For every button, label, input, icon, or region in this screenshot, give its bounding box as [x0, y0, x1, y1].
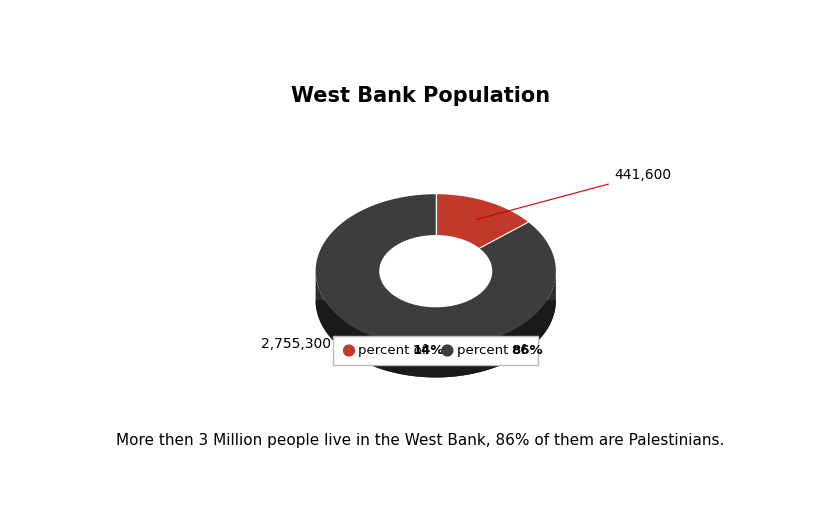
Polygon shape [435, 194, 527, 249]
Text: 14%: 14% [412, 344, 443, 357]
Text: 441,600: 441,600 [475, 168, 670, 220]
Polygon shape [379, 236, 491, 307]
Polygon shape [315, 271, 555, 377]
Polygon shape [315, 194, 555, 348]
Polygon shape [379, 271, 491, 336]
FancyBboxPatch shape [333, 336, 537, 365]
Circle shape [441, 345, 452, 356]
Text: More then 3 Million people live in the West Bank, 86% of them are Palestinians.: More then 3 Million people live in the W… [116, 433, 724, 448]
Text: percent of :: percent of : [358, 344, 439, 357]
Text: 86%: 86% [511, 344, 543, 357]
Text: 2,755,300: 2,755,300 [261, 337, 410, 359]
Polygon shape [315, 301, 555, 377]
Text: West Bank Population: West Bank Population [290, 86, 550, 106]
Circle shape [343, 345, 354, 356]
Text: percent of :: percent of : [456, 344, 537, 357]
